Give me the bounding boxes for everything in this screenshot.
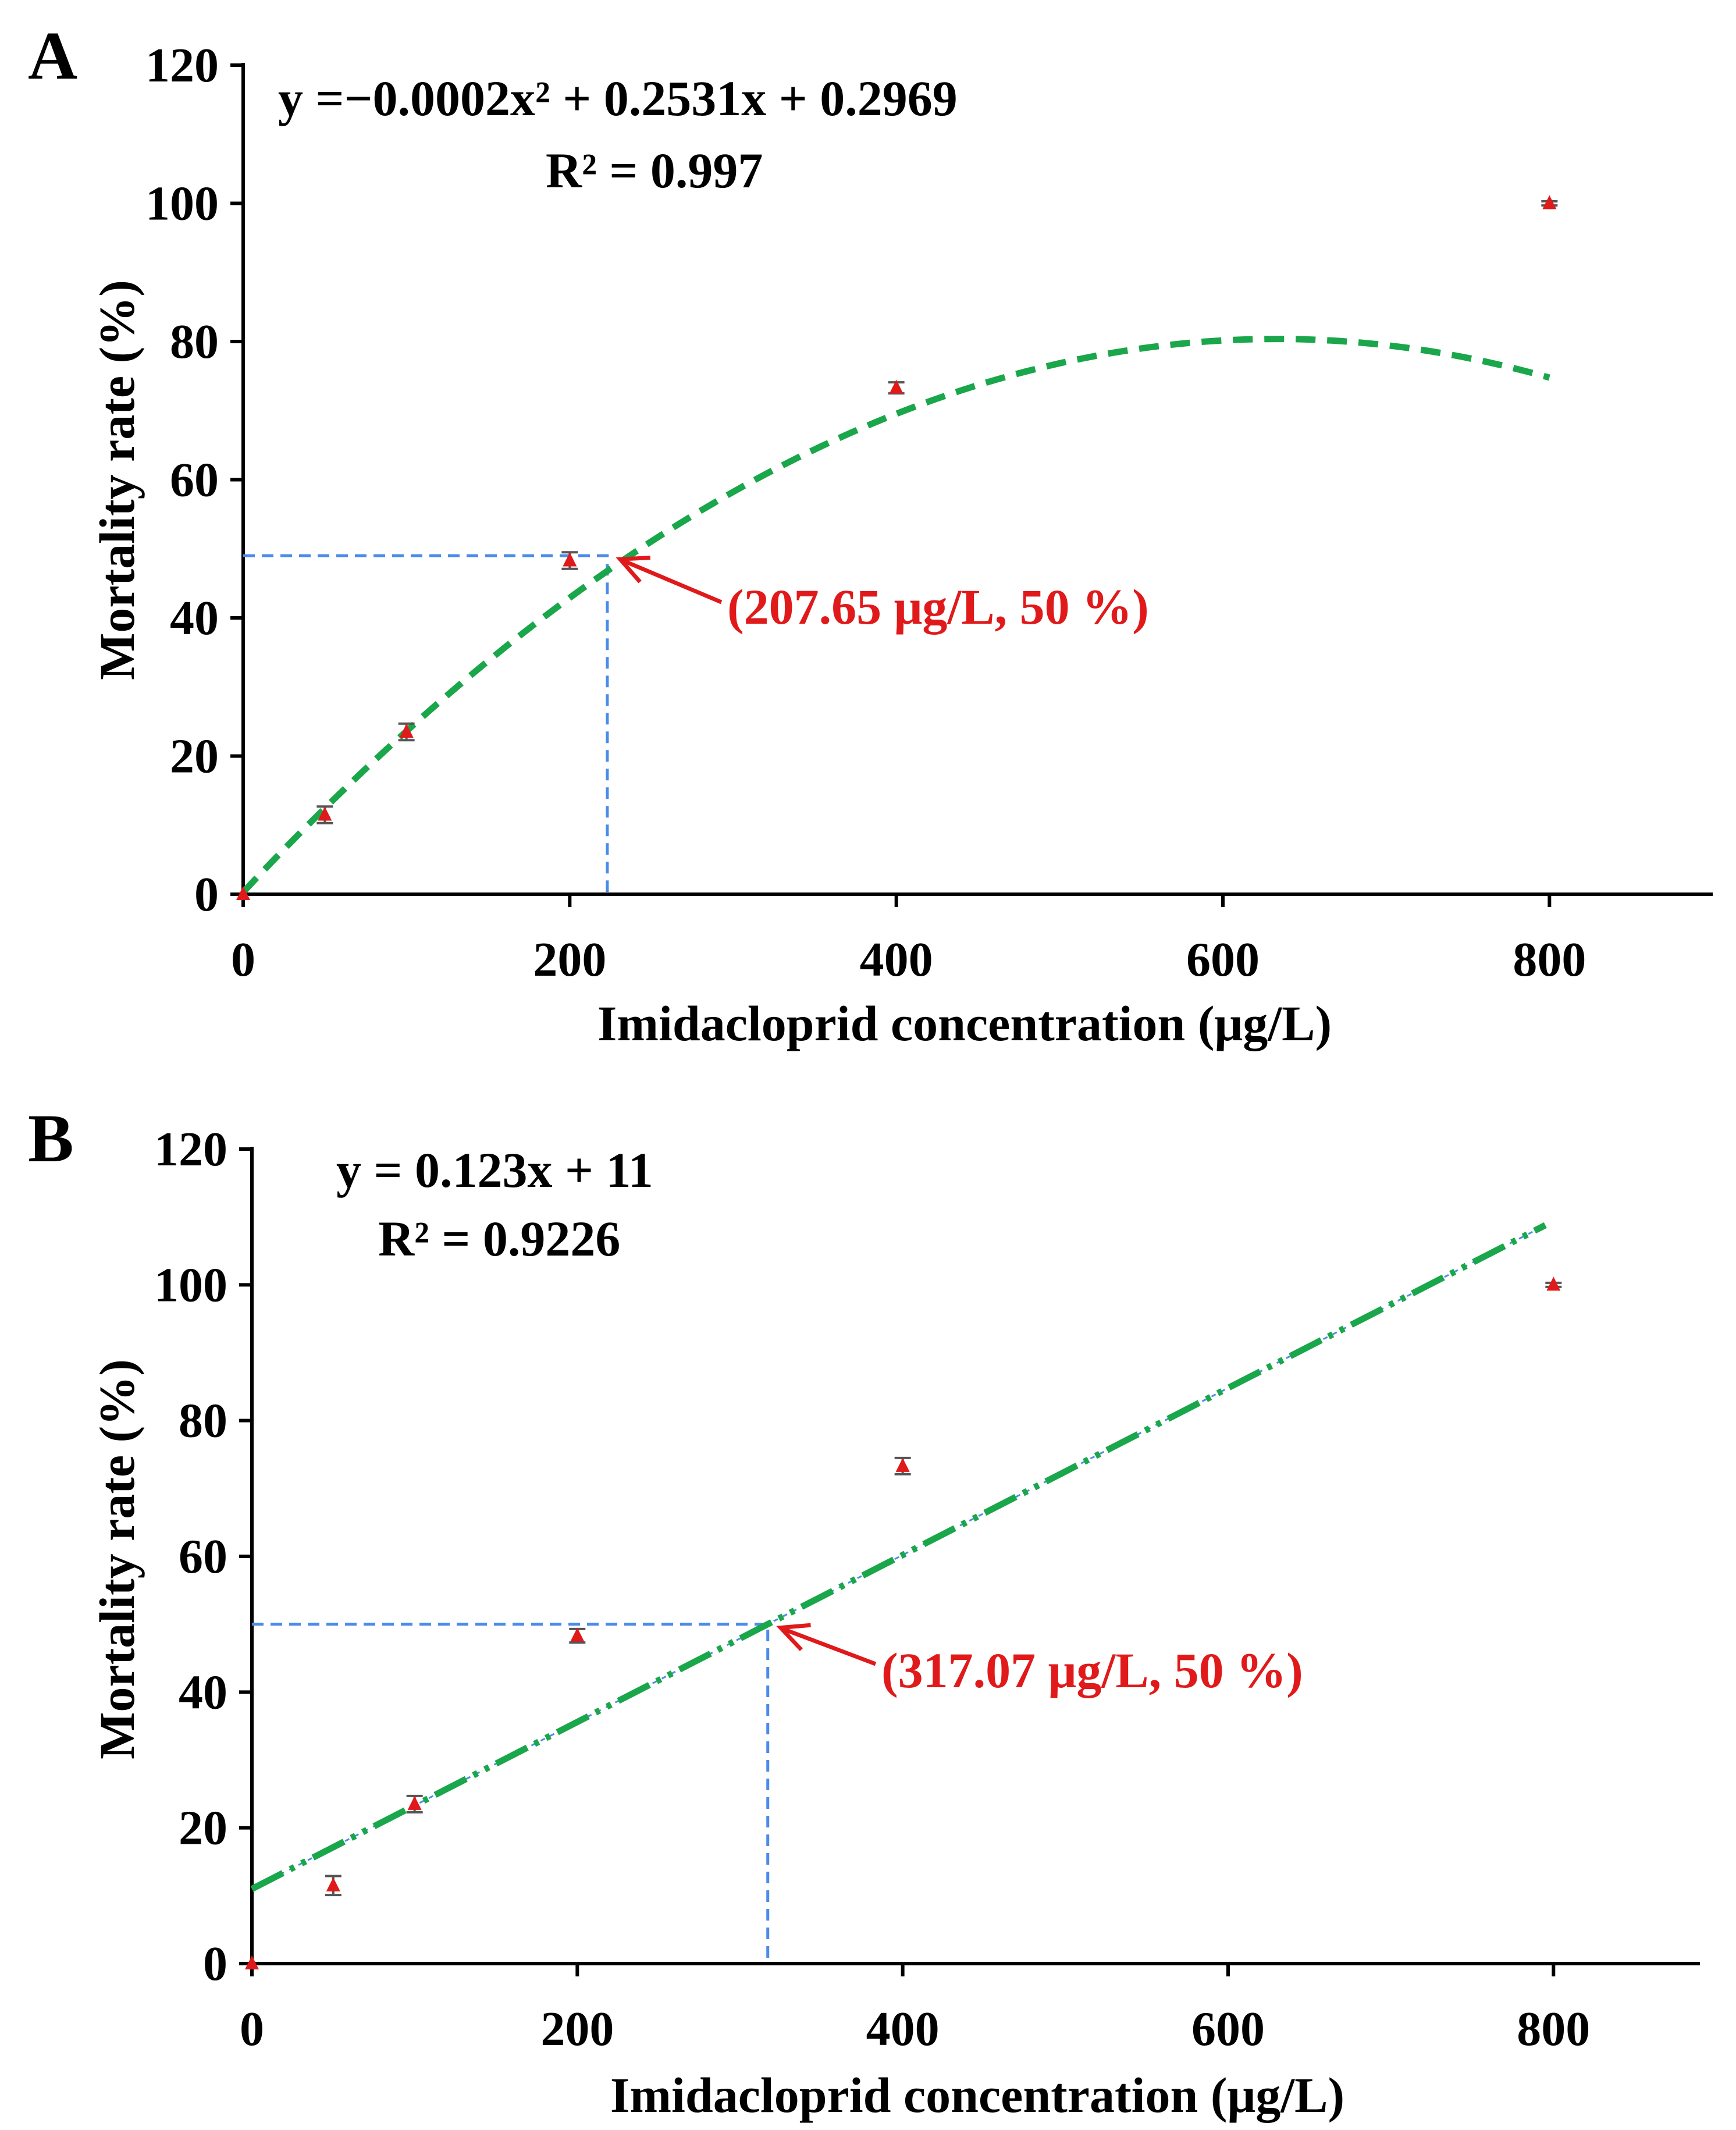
panel-a-equation: y =−0.0002x² + 0.2531x + 0.2969 (278, 70, 958, 126)
panel-a-x-tick-label: 0 (231, 933, 255, 987)
panel-a-x-tick-label: 800 (1513, 933, 1586, 987)
panel-a-x-tick-label: 200 (533, 933, 606, 987)
panel-b-data-point (895, 1457, 910, 1472)
panel-a-fit-curve (240, 336, 1550, 895)
panel-b-lc50-guide (252, 1623, 770, 1964)
panel-b-x-tick-label: 0 (240, 2002, 264, 2056)
panel-b-r-squared: R² = 0.9226 (378, 1211, 620, 1267)
panel-a-data-point (889, 379, 903, 394)
panel-a-r-squared: R² = 0.997 (546, 143, 763, 198)
panel-b-y-tick-label: 40 (179, 1665, 227, 1719)
panel-a-data-point (1542, 195, 1557, 209)
panel-a-letter: A (28, 17, 77, 94)
panel-b-x-tick-label: 600 (1191, 2002, 1265, 2056)
panel-a: A y =−0.0002x² + 0.2531x + 0.2969 R² = 0… (28, 17, 1713, 1051)
panel-b-y-tick-label: 80 (179, 1394, 227, 1448)
panel-b-data-point (245, 1955, 259, 1969)
panel-a-y-axis-title: Mortality rate (%) (89, 280, 145, 680)
panel-b-data-point (1546, 1276, 1561, 1291)
panel-a-y-tick-label: 0 (194, 867, 219, 922)
panel-a-x-tick-label: 400 (860, 933, 933, 987)
panel-b-x-tick-label: 400 (866, 2002, 940, 2056)
panel-b: B y = 0.123x + 11 R² = 0.9226 0 20 40 60 80 1… (28, 1100, 1700, 2123)
panel-a-lc50-guide (243, 554, 609, 894)
panel-a-data-point (318, 806, 332, 821)
panel-b-lc50-arrowhead (776, 1623, 811, 1651)
panel-a-y-tick-label: 40 (170, 591, 219, 645)
panel-b-y-tick-label: 0 (203, 1937, 227, 1991)
panel-b-y-tick-label: 60 (179, 1530, 227, 1584)
panel-a-y-tick-label: 60 (170, 453, 219, 507)
panel-a-y-tick-label: 120 (145, 38, 219, 93)
panel-a-lc50-arrowhead (616, 556, 650, 584)
panel-a-y-tick-label: 80 (170, 315, 219, 369)
panel-b-equation: y = 0.123x + 11 (336, 1142, 653, 1198)
panel-b-data-point (570, 1627, 585, 1642)
panel-a-x-tick-label: 600 (1186, 933, 1260, 987)
panel-a-data-point (563, 552, 577, 567)
panel-b-x-tick-label: 200 (540, 2002, 614, 2056)
panel-a-y-tick-label: 20 (170, 730, 219, 784)
panel-b-y-tick-label: 100 (154, 1258, 227, 1312)
panel-a-y-tick-label: 100 (145, 177, 219, 231)
panel-a-plot: 0 20 40 60 80 100 120 0 200 400 600 800 (145, 38, 1713, 987)
panel-a-lc50-arrow (621, 558, 723, 604)
panel-b-y-axis-title: Mortality rate (%) (89, 1359, 145, 1759)
panel-a-lc50-label: (207.65 μg/L, 50 %) (727, 579, 1149, 635)
panel-b-x-tick-label: 800 (1517, 2002, 1590, 2056)
panel-b-lc50-label: (317.07 μg/L, 50 %) (881, 1642, 1303, 1698)
panel-b-letter: B (28, 1100, 74, 1176)
panel-b-fit-line (250, 1222, 1547, 1892)
panel-b-lc50-arrow (782, 1627, 877, 1666)
panel-a-data-point (236, 886, 250, 900)
panel-a-data-point (399, 723, 414, 738)
panel-b-y-tick-label: 120 (154, 1122, 227, 1176)
panel-b-x-axis-title: Imidacloprid concentration (μg/L) (610, 2067, 1344, 2123)
panel-b-data-point (407, 1795, 422, 1810)
panel-a-x-axis-title: Imidacloprid concentration (μg/L) (597, 995, 1332, 1051)
panel-b-fit-line-thin (251, 1224, 1546, 1890)
panel-b-plot: 0 20 40 60 80 100 120 0 200 400 600 800 (154, 1122, 1700, 2056)
panel-b-data-point (326, 1877, 340, 1891)
panel-b-y-tick-label: 20 (179, 1801, 227, 1855)
